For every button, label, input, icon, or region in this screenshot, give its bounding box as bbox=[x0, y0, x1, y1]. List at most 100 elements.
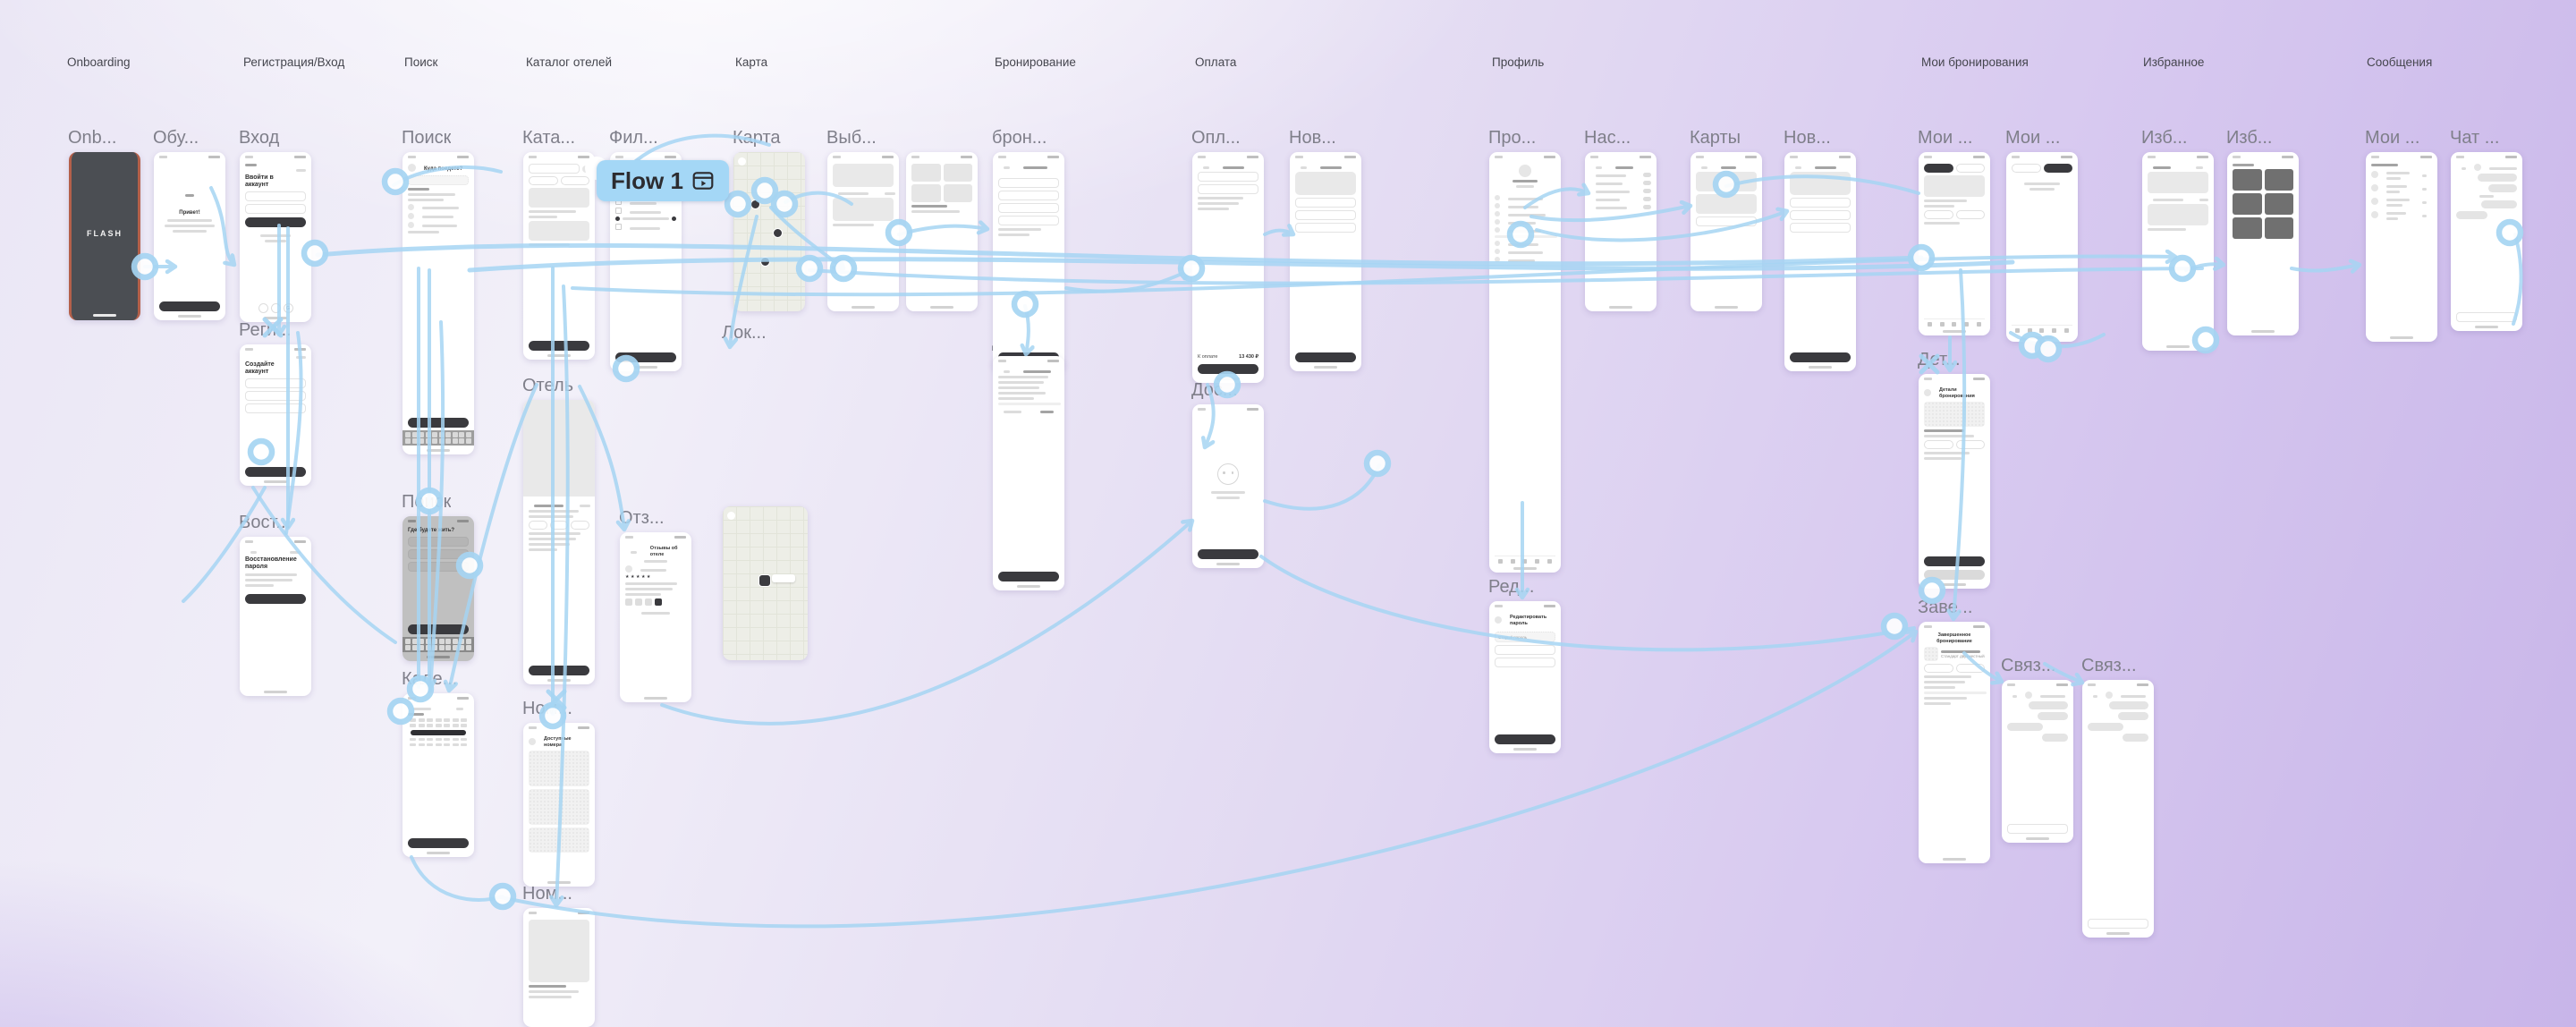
screen-frame-hotel-list[interactable] bbox=[523, 152, 595, 360]
screen-frame-recover[interactable]: Восстановление пароля bbox=[240, 537, 311, 696]
flow-connector[interactable] bbox=[499, 632, 1916, 929]
frame-title[interactable]: Чат ... bbox=[2450, 128, 2500, 148]
wireframe-element bbox=[529, 164, 580, 174]
frame-title[interactable]: Мои ... bbox=[2365, 128, 2420, 148]
frame-title[interactable]: Onb... bbox=[68, 128, 117, 148]
frame-title[interactable]: Отз... bbox=[619, 508, 665, 528]
frame-title[interactable]: Карты bbox=[1690, 128, 1741, 148]
screen-frame-favorites[interactable] bbox=[2142, 152, 2214, 351]
frame-title[interactable]: Карта bbox=[733, 128, 781, 148]
frame-title[interactable]: Изб... bbox=[2141, 128, 2188, 148]
screen-frame-hotel-detail[interactable] bbox=[523, 400, 595, 684]
screen-frame-select-list[interactable] bbox=[827, 152, 899, 311]
wireframe-element bbox=[529, 521, 547, 530]
screen-frame-bookings-empty[interactable] bbox=[2006, 152, 2078, 342]
screen-frame-completed[interactable]: Завершенное бронирование Стандарт двухмес… bbox=[1919, 622, 1990, 863]
frame-title[interactable]: Реги... bbox=[239, 320, 292, 340]
section-label[interactable]: Мои бронирования bbox=[1921, 55, 2029, 69]
flow-node[interactable] bbox=[488, 882, 517, 911]
frame-title[interactable]: Фил... bbox=[609, 128, 658, 148]
frame-title[interactable]: Нов... bbox=[1289, 128, 1336, 148]
screen-frame-greet[interactable]: Привет! bbox=[154, 152, 225, 320]
screen-frame-chat-list[interactable] bbox=[2366, 152, 2437, 342]
frame-title[interactable]: Нас... bbox=[1584, 128, 1631, 148]
screen-frame-settings[interactable] bbox=[1585, 152, 1657, 311]
flow-node[interactable] bbox=[1363, 449, 1392, 478]
frame-title[interactable]: Про... bbox=[1488, 128, 1537, 148]
screen-frame-bookings[interactable] bbox=[1919, 152, 1990, 335]
screen-frame-edit-password[interactable]: Редактировать пароль Старый пароль bbox=[1489, 601, 1561, 753]
flow-connector[interactable] bbox=[410, 855, 504, 902]
screen-frame-reviews[interactable]: Отзывы об отеле ★★★★★ bbox=[620, 532, 691, 702]
screen-frame-payment[interactable]: К оплате 13 430 ₽ bbox=[1192, 152, 1264, 383]
section-label[interactable]: Карта bbox=[735, 55, 768, 69]
screen-frame-dim[interactable]: Где будете жить? bbox=[402, 516, 474, 661]
section-label[interactable]: Сообщения bbox=[2367, 55, 2433, 69]
screen-frame-calendar[interactable] bbox=[402, 693, 474, 857]
screen-frame-success[interactable] bbox=[1192, 404, 1264, 568]
frame-title[interactable]: Вход bbox=[239, 128, 280, 148]
wireframe-element bbox=[1022, 166, 1047, 169]
screen-frame-login[interactable]: Ввойти в аккаунт G bbox=[240, 152, 311, 322]
flow-start-badge[interactable]: Flow 1 bbox=[597, 160, 729, 201]
screen-frame-cards-list[interactable] bbox=[1690, 152, 1762, 311]
screen-frame-new-card[interactable] bbox=[1290, 152, 1361, 371]
wireframe-element bbox=[452, 645, 458, 650]
frame-title[interactable]: Ном... bbox=[522, 884, 572, 904]
section-label[interactable]: Поиск bbox=[404, 55, 438, 69]
frame-title[interactable]: Опл... bbox=[1191, 128, 1241, 148]
flow-node[interactable] bbox=[1880, 612, 1909, 641]
screen-frame-chat[interactable] bbox=[2082, 680, 2154, 938]
frame-title[interactable]: Дос... bbox=[1191, 380, 1238, 400]
frame-title[interactable]: брон... bbox=[992, 128, 1047, 148]
screen-frame-booking-form[interactable] bbox=[993, 152, 1064, 371]
screen-frame-rooms[interactable]: Доступные номера bbox=[523, 723, 595, 887]
frame-title[interactable]: Изб... bbox=[2226, 128, 2273, 148]
screen-frame-map[interactable] bbox=[723, 506, 808, 660]
section-label[interactable]: Оплата bbox=[1195, 55, 1237, 69]
screen-frame-splash[interactable]: FLASH bbox=[69, 152, 140, 320]
flow-connector[interactable] bbox=[1259, 555, 1916, 652]
screen-frame-new-card[interactable] bbox=[1784, 152, 1856, 371]
frame-title[interactable]: Мои ... bbox=[1918, 128, 1973, 148]
screen-frame-room-card[interactable] bbox=[523, 908, 595, 1027]
screen-frame-photo-card[interactable] bbox=[906, 152, 978, 311]
frame-title[interactable]: Ред... bbox=[1488, 577, 1535, 597]
wireframe-element bbox=[906, 213, 978, 302]
frame-title[interactable]: Обу... bbox=[153, 128, 199, 148]
flow-connector[interactable] bbox=[1263, 463, 1381, 511]
section-label[interactable]: Onboarding bbox=[67, 55, 131, 69]
screen-frame-signup[interactable]: Создайте аккаунт bbox=[240, 344, 311, 486]
screen-frame-search[interactable]: Куда поедете? bbox=[402, 152, 474, 454]
screen-frame-favorites-dark[interactable] bbox=[2227, 152, 2299, 335]
frame-title[interactable]: Нов... bbox=[1784, 128, 1831, 148]
frame-title[interactable]: Мои ... bbox=[2005, 128, 2061, 148]
screen-frame-chat[interactable] bbox=[2002, 680, 2073, 843]
frame-title[interactable]: Выб... bbox=[826, 128, 877, 148]
section-label[interactable]: Бронирование bbox=[995, 55, 1076, 69]
section-label[interactable]: Профиль bbox=[1492, 55, 1545, 69]
frame-title[interactable]: Отель bbox=[522, 376, 574, 395]
screen-frame-chat-messages[interactable] bbox=[2451, 152, 2522, 331]
frame-title[interactable]: Ном... bbox=[522, 699, 572, 718]
section-label[interactable]: Избранное bbox=[2143, 55, 2205, 69]
screen-frame-booking-details[interactable] bbox=[993, 356, 1064, 590]
frame-title[interactable]: Вост... bbox=[239, 513, 292, 532]
screen-frame-profile[interactable] bbox=[1489, 152, 1561, 573]
wireframe-element bbox=[529, 164, 589, 174]
frame-title[interactable]: Поиск bbox=[402, 128, 452, 148]
frame-title[interactable]: Заве... bbox=[1918, 598, 1973, 617]
section-label[interactable]: Регистрация/Вход bbox=[243, 55, 345, 69]
screen-frame-booking-details2[interactable]: Детали бронирования bbox=[1919, 374, 1990, 589]
frame-title[interactable]: Дет... bbox=[1918, 350, 1961, 369]
frame-title[interactable]: Связ... bbox=[2081, 656, 2137, 675]
frame-title[interactable]: Ката... bbox=[522, 128, 576, 148]
frame-title[interactable]: Поиск bbox=[402, 492, 452, 512]
frame-title[interactable]: Связ... bbox=[2001, 656, 2056, 675]
frame-title[interactable]: Лок... bbox=[722, 323, 767, 343]
frame-title[interactable]: Кале... bbox=[402, 669, 458, 689]
screen-frame-map-pins[interactable] bbox=[733, 152, 805, 311]
section-label[interactable]: Каталог отелей bbox=[526, 55, 613, 69]
wireframe-element bbox=[1489, 667, 1561, 731]
